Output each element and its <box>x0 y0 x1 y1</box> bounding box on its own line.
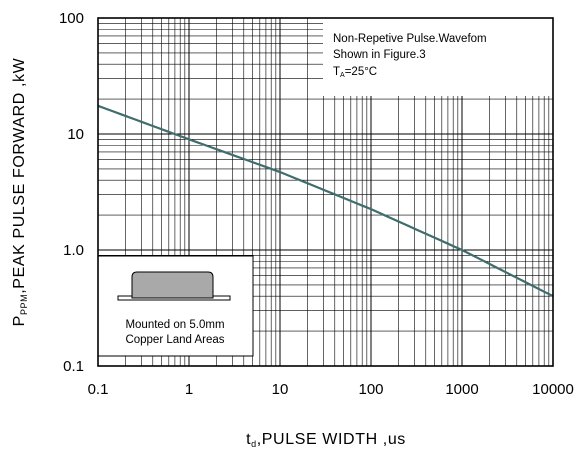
y-tick-labels: 0.1 1.0 10 100 <box>59 10 84 375</box>
note-line-2: Shown in Figure.3 <box>333 49 426 61</box>
x-tick-label: 1 <box>185 381 193 398</box>
y-tick-label: 1.0 <box>63 242 84 259</box>
plot-frame <box>97 17 554 367</box>
series-layer <box>97 104 554 298</box>
x-tick-labels: 0.1 1 10 100 1000 10000 <box>88 381 574 398</box>
package-note-line-2: Copper Land Areas <box>125 334 224 346</box>
note-line-1: Non-Repetive Pulse.Wavefom <box>333 33 487 45</box>
y-tick-label: 0.1 <box>63 358 84 375</box>
package-note-line-1: Mounted on 5.0mm <box>125 319 224 331</box>
temperature-note: TA=25°C <box>333 66 377 79</box>
y-tick-label: 100 <box>59 10 84 27</box>
package-icon <box>117 271 231 301</box>
x-tick-label: 10 <box>272 381 289 398</box>
x-tick-label: 10000 <box>532 381 574 398</box>
note-box <box>323 18 553 96</box>
x-tick-label: 100 <box>358 381 383 398</box>
minor-grid <box>98 18 553 366</box>
x-axis-title: td,PULSE WIDTH ,us <box>246 431 406 449</box>
y-axis-title: PPPM,PEAK PULSE FORWARD ,kW <box>11 57 29 326</box>
x-tick-label: 1000 <box>445 381 478 398</box>
y-tick-label: 10 <box>67 126 84 143</box>
series-line <box>97 104 554 298</box>
x-tick-label: 0.1 <box>88 381 109 398</box>
